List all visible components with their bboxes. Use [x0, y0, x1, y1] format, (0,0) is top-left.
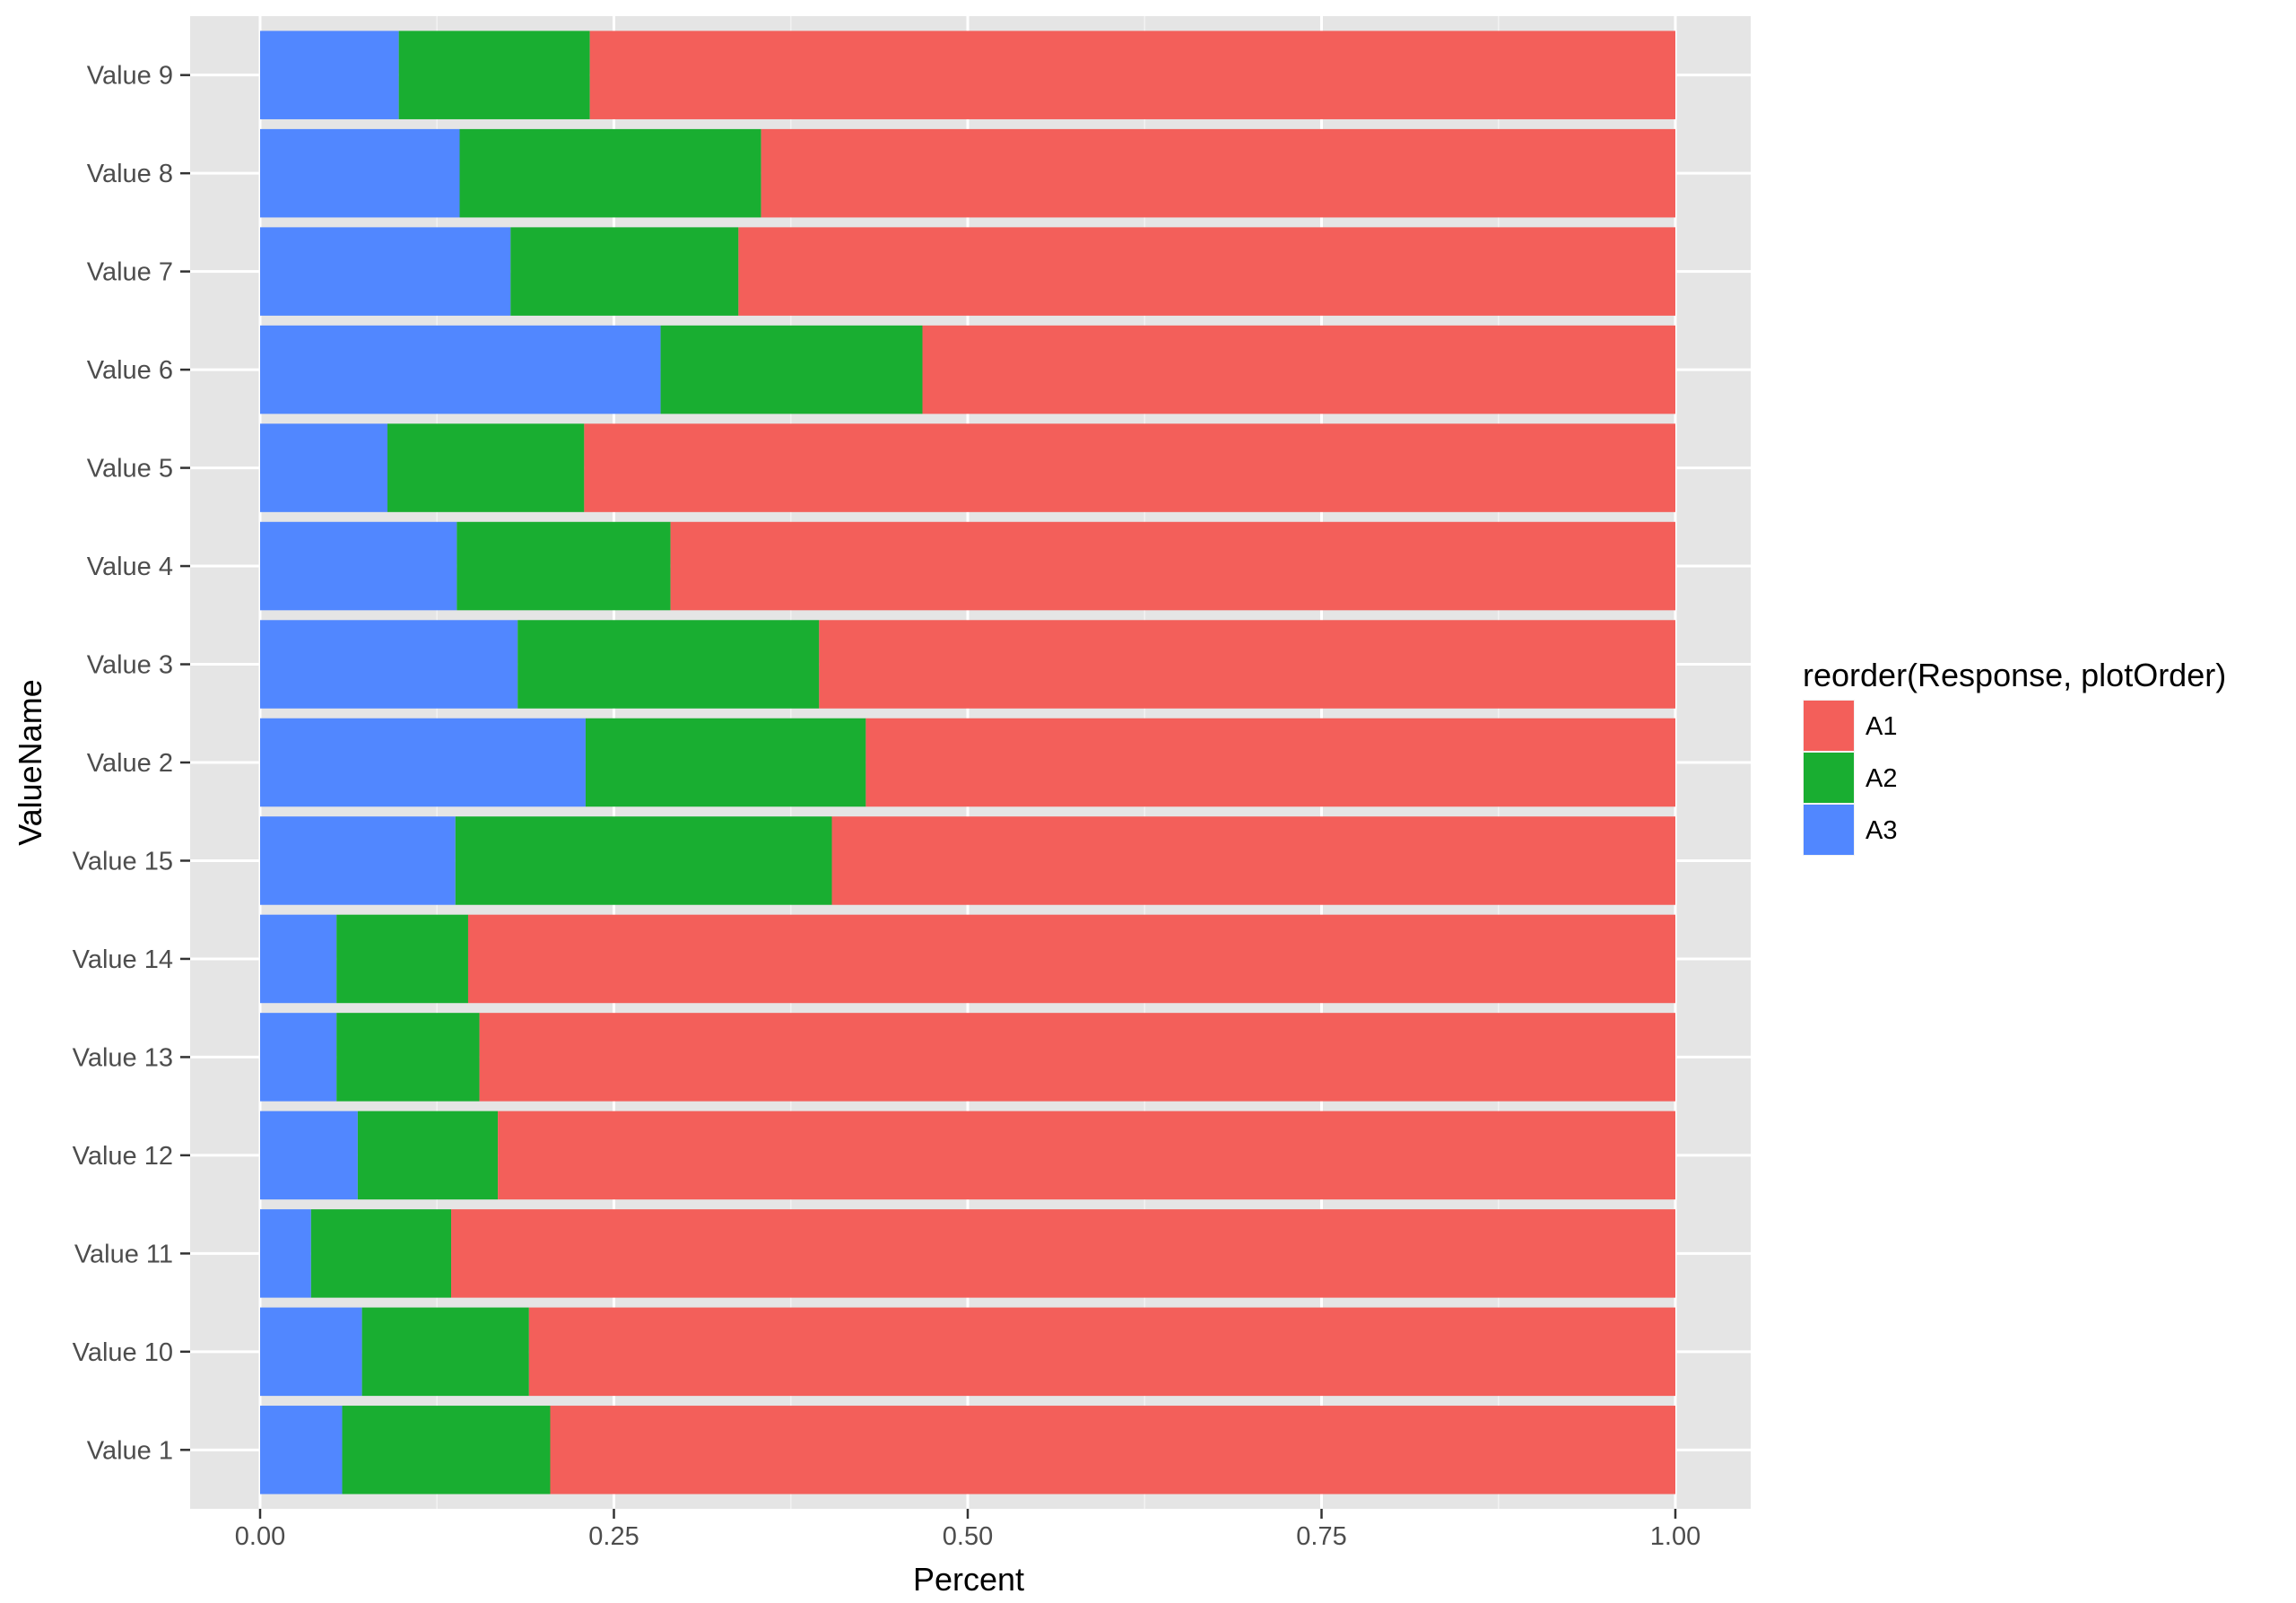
bar-segment-a1: [865, 718, 1675, 807]
bar-segment-a1: [584, 423, 1675, 512]
bar-segment-a3: [260, 227, 511, 316]
x-axis-title: Percent: [913, 1561, 1024, 1598]
bar-segment-a1: [498, 1111, 1675, 1200]
bar-segment-a3: [260, 914, 337, 1004]
bar-segment-a3: [260, 1307, 362, 1397]
legend-title: reorder(Response, plotOrder): [1803, 657, 2226, 693]
y-tick-label: Value 6: [87, 356, 173, 385]
y-axis-title: ValueName: [12, 679, 48, 845]
y-tick-label: Value 5: [87, 455, 173, 484]
y-tick-label: Value 10: [73, 1338, 173, 1367]
y-tick-label: Value 9: [87, 62, 173, 91]
bar-segment-a1: [589, 30, 1675, 119]
y-tick-label: Value 3: [87, 651, 173, 680]
y-tick-label: Value 15: [73, 847, 173, 876]
bar-segment-a3: [260, 1111, 358, 1200]
bar-segment-a2: [510, 227, 739, 316]
bar-segment-a2: [517, 620, 820, 709]
bar-segment-a3: [260, 1013, 337, 1102]
y-tick-label: Value 1: [87, 1436, 173, 1465]
bar-segment-a3: [260, 325, 661, 414]
bar-segment-a2: [336, 914, 468, 1004]
bar-segment-a2: [459, 128, 761, 218]
x-tick-label: 0.75: [1296, 1522, 1346, 1551]
legend-entry-label: A1: [1866, 712, 1897, 741]
y-tick-label: Value 14: [73, 945, 173, 974]
y-tick-label: Value 8: [87, 160, 173, 188]
bar-segment-a2: [357, 1111, 499, 1200]
bar-segment-a1: [670, 521, 1675, 611]
bar-segment-a3: [260, 718, 586, 807]
x-tick-label: 1.00: [1650, 1522, 1700, 1551]
y-tick-label: Value 11: [74, 1240, 173, 1268]
y-tick-label: Value 12: [73, 1142, 173, 1171]
bar-segment-a3: [260, 30, 399, 119]
bar-segment-a2: [310, 1209, 452, 1298]
bar-segment-a1: [528, 1307, 1675, 1397]
bar-segment-a3: [260, 423, 388, 512]
bar-segment-a2: [660, 325, 923, 414]
x-axis: 0.00 0.25 0.50 0.75 1.00: [235, 1509, 1700, 1551]
bar-segment-a3: [260, 816, 456, 905]
bar-segment-a3: [260, 620, 518, 709]
bar-segment-a2: [387, 423, 585, 512]
bar-segment-a3: [260, 1209, 311, 1298]
bars: [260, 30, 1675, 1494]
bar-segment-a1: [831, 816, 1675, 905]
y-tick-label: Value 4: [87, 553, 173, 581]
y-tick-label: Value 7: [87, 258, 173, 287]
bar-segment-a2: [398, 30, 590, 119]
bar-segment-a1: [451, 1209, 1675, 1298]
bar-segment-a3: [260, 1406, 343, 1494]
bar-segment-a1: [761, 128, 1675, 218]
x-tick-label: 0.25: [588, 1522, 639, 1551]
bar-segment-a1: [738, 227, 1675, 316]
legend-key-swatch: [1804, 701, 1854, 751]
bar-segment-a3: [260, 128, 460, 218]
bar-segment-a2: [455, 816, 832, 905]
legend-key-swatch: [1804, 805, 1854, 855]
legend-key-swatch: [1804, 753, 1854, 803]
legend-entry-label: A3: [1866, 816, 1897, 845]
x-tick-label: 0.50: [943, 1522, 993, 1551]
bar-segment-a1: [467, 914, 1675, 1004]
y-axis: Value 9 Value 8 Value 7 Value 6 Value 5 Value…: [73, 62, 190, 1465]
bar-segment-a3: [260, 521, 457, 611]
y-tick-label: Value 13: [73, 1043, 173, 1072]
bar-segment-a2: [585, 718, 866, 807]
x-tick-label: 0.00: [235, 1522, 285, 1551]
bar-segment-a2: [457, 521, 671, 611]
bar-segment-a1: [550, 1406, 1675, 1494]
legend: reorder(Response, plotOrder) A1 A2 A3: [1803, 657, 2226, 856]
bar-segment-a2: [361, 1307, 529, 1397]
bar-segment-a2: [342, 1406, 551, 1494]
y-tick-label: Value 2: [87, 749, 173, 778]
bar-segment-a1: [922, 325, 1675, 414]
legend-entry-label: A2: [1866, 764, 1897, 793]
bar-segment-a1: [479, 1013, 1675, 1102]
bar-segment-a2: [336, 1013, 480, 1102]
bar-segment-a1: [819, 620, 1675, 709]
